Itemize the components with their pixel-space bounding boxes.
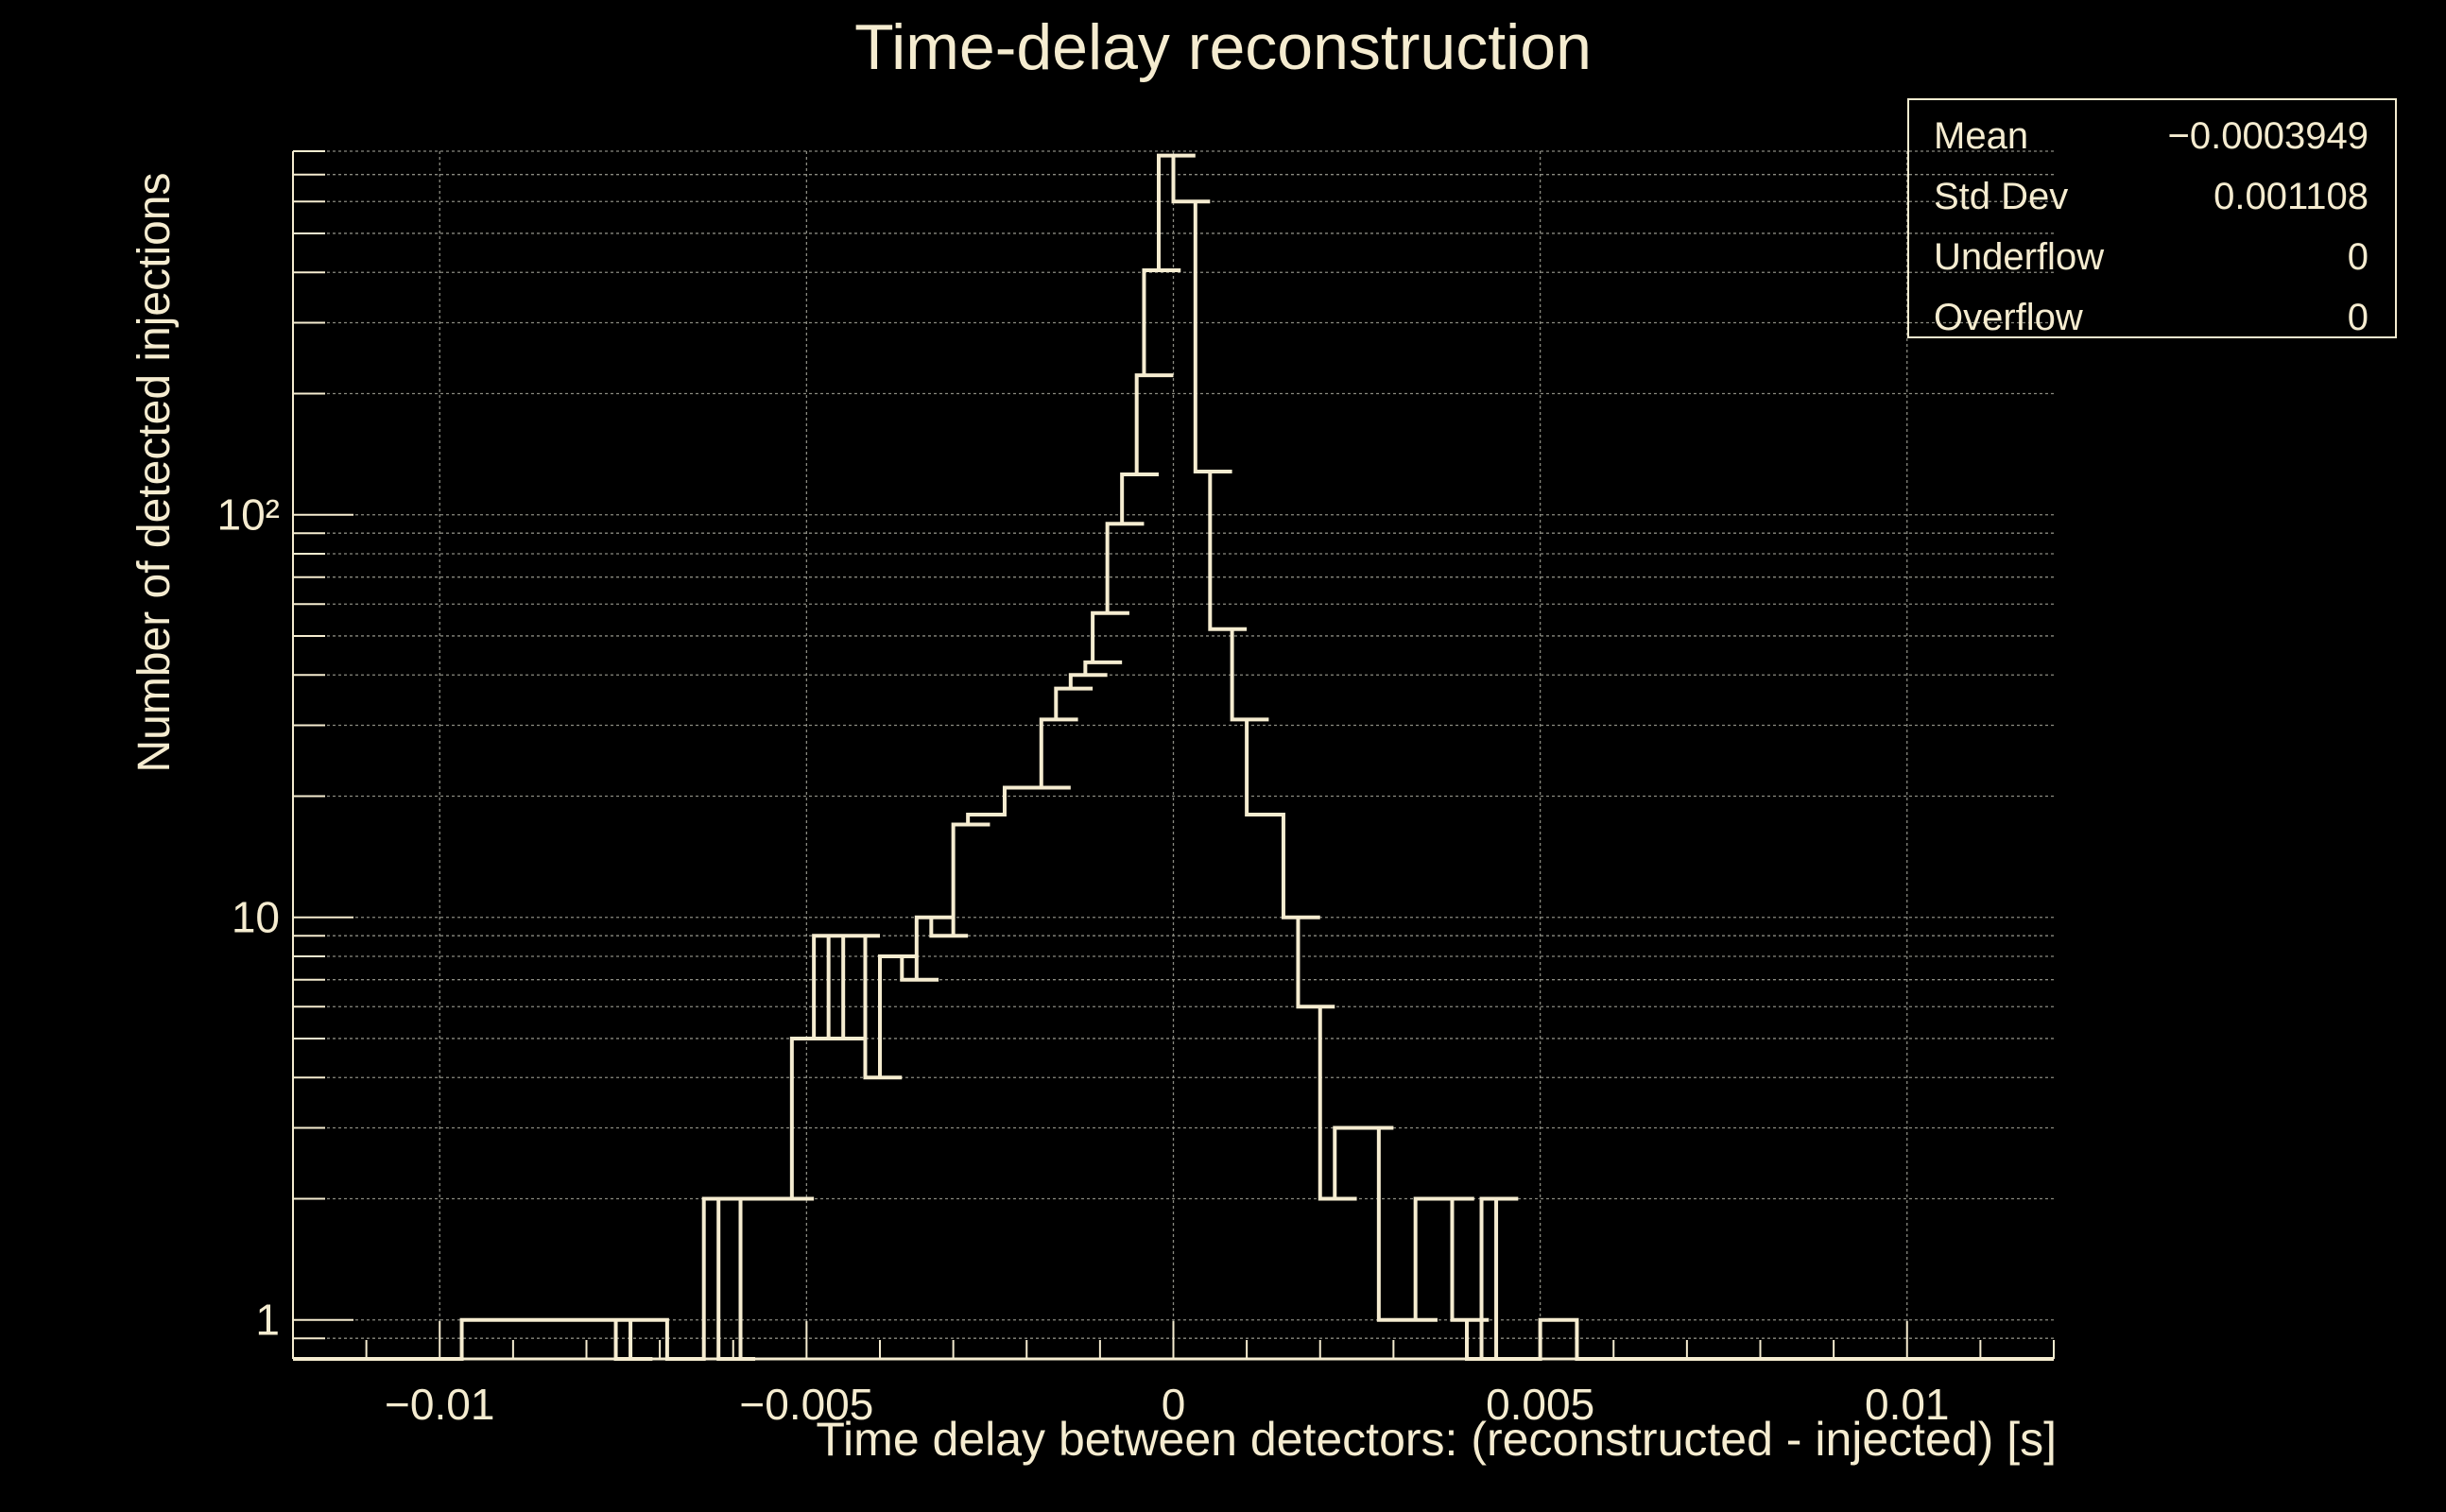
- y-tick-label: 1: [255, 1296, 280, 1345]
- histogram-bin: [704, 1198, 741, 1359]
- y-tick-label: 10²: [217, 490, 280, 540]
- y-axis-label: Number of detected injections: [129, 172, 180, 773]
- histogram-series: [293, 153, 2054, 1361]
- histogram-outline: [293, 153, 2054, 1361]
- x-tick-label: 0.005: [1486, 1380, 1594, 1429]
- stats-underflow-value: 0: [2347, 236, 2368, 278]
- histogram-bin: [968, 815, 1005, 1359]
- stats-mean-label: Mean: [1934, 115, 2029, 157]
- histogram-bin: [564, 1320, 601, 1359]
- stats-overflow-label: Overflow: [1934, 297, 2083, 338]
- histogram-bin: [1541, 1320, 1577, 1359]
- histogram-bin: [741, 1198, 778, 1359]
- x-axis-label: Time delay between detectors: (reconstru…: [816, 1413, 2057, 1466]
- histogram-bin: [630, 1320, 667, 1359]
- stats-stddev-label: Std Dev: [1934, 176, 2069, 217]
- x-tick-label: −0.005: [739, 1380, 873, 1429]
- stats-overflow-value: 0: [2347, 297, 2368, 338]
- grid-lines: [293, 150, 2054, 1360]
- axis-ticks: [292, 150, 2055, 1360]
- stats-underflow-label: Underflow: [1934, 236, 2105, 278]
- stats-row-stddev: Std Dev 0.001108: [1934, 168, 2368, 225]
- histogram-bin: [1247, 815, 1283, 1359]
- tick-labels: −0.01 −0.005 0 0.005 0.01 1 10 10²: [217, 490, 1950, 1429]
- stats-row-mean: Mean −0.0003949: [1934, 108, 2368, 164]
- stats-mean-value: −0.0003949: [2167, 115, 2368, 157]
- x-tick-label: 0.01: [1865, 1380, 1950, 1429]
- x-tick-label: −0.01: [385, 1380, 494, 1429]
- histogram-bin: [462, 1320, 499, 1359]
- histogram-bin: [1482, 1198, 1519, 1359]
- stats-stddev-value: 0.001108: [2213, 176, 2368, 217]
- stats-row-underflow: Underflow 0: [1934, 229, 2368, 285]
- x-tick-label: 0: [1162, 1380, 1186, 1429]
- stats-row-overflow: Overflow 0: [1934, 289, 2368, 346]
- stats-box: Mean −0.0003949 Std Dev 0.001108 Underfl…: [1907, 98, 2397, 338]
- chart-title: Time-delay reconstruction: [854, 11, 1592, 83]
- y-tick-label: 10: [232, 893, 280, 942]
